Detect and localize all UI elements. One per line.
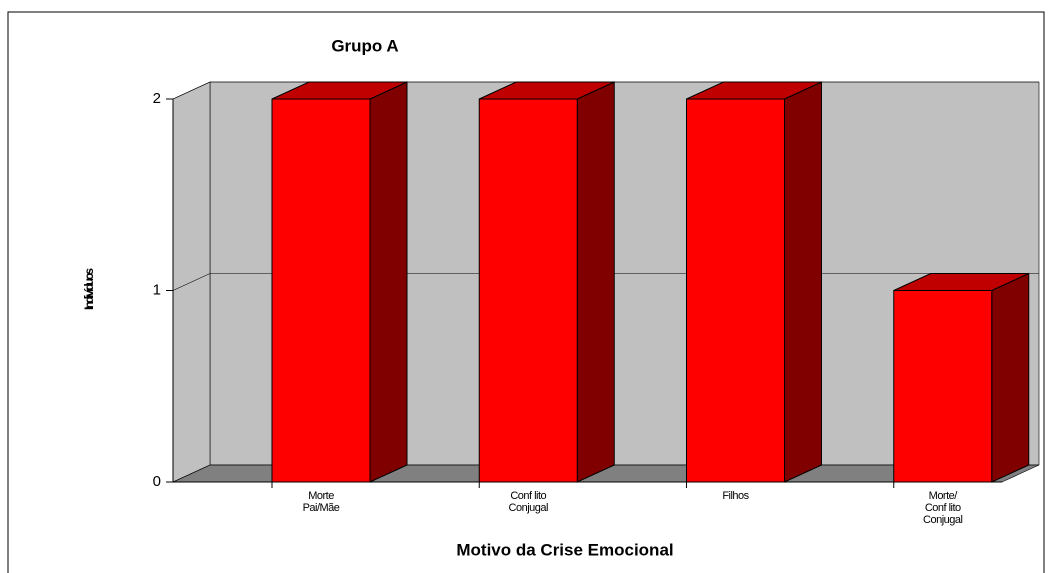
bar-side: [784, 81, 822, 483]
bar-side: [991, 272, 1030, 483]
y-axis-label: Indivíduos: [82, 268, 96, 310]
bar-front: [893, 290, 993, 483]
x-tick-label: Conf lito Conjugal: [508, 490, 549, 514]
bar-side: [369, 81, 408, 483]
bar-front: [686, 98, 785, 483]
chart-title: Grupo A: [331, 36, 398, 55]
y-tick-label: 1: [153, 281, 161, 298]
bar: [893, 272, 1030, 483]
y-tick-label: 2: [153, 90, 161, 107]
x-axis-label: Motivo da Crise Emocional: [456, 540, 673, 559]
bar: [478, 81, 615, 483]
bar: [271, 81, 408, 483]
bar-front: [478, 98, 578, 483]
bar-front: [271, 98, 371, 483]
x-tick-label: Morte Pai/Mãe: [302, 490, 340, 514]
bar: [686, 81, 822, 483]
bar-side: [576, 81, 615, 483]
x-tick-label: Filhos: [722, 490, 749, 502]
x-tick-label: Morte/ Conf lito Conjugal: [923, 490, 963, 526]
y-tick-label: 0: [153, 473, 161, 490]
